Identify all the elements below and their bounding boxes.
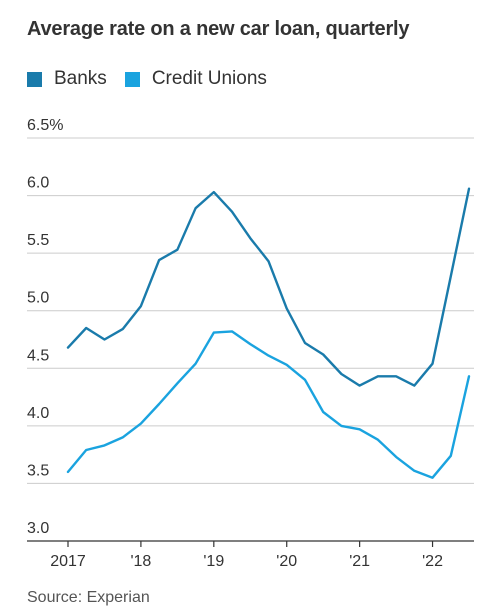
x-axis: 2017 '18 '19 '20 '21 '22 [27,540,474,570]
x-tick-label: '18 [130,553,151,570]
y-tick-label: 4.0 [27,405,49,422]
gridlines [27,137,474,484]
legend-swatch-banks [27,71,42,87]
x-tick-label: '19 [203,553,224,570]
y-tick-label: 4.5 [27,347,49,364]
y-tick-label: 5.0 [27,290,49,307]
y-axis-tick-labels: 6.5% 6.0 5.5 5.0 4.5 4.0 3.5 3.0 [27,117,63,537]
y-tick-label: 5.5 [27,232,49,249]
source-note: Source: Experian [27,589,150,606]
x-tick-label: '20 [276,553,297,570]
series-lines [66,187,471,479]
legend-item-credit-unions: Credit Unions [124,68,267,90]
series-line-banks [66,187,471,387]
series-line-credit-unions [66,330,471,479]
legend-swatch-credit-unions [124,71,140,87]
y-tick-label: 6.5% [27,117,63,134]
legend-label-banks: Banks [54,68,107,89]
y-tick-label: 6.0 [27,175,49,192]
legend-item-banks: Banks [27,68,107,90]
chart-legend: Banks Credit Unions [27,68,285,90]
x-tick-label: '22 [422,553,443,570]
y-tick-label: 3.0 [27,520,49,537]
y-tick-label: 3.5 [27,462,49,479]
chart-title: Average rate on a new car loan, quarterl… [27,18,410,40]
legend-label-credit-unions: Credit Unions [151,68,267,89]
x-tick-label: '21 [349,553,370,570]
x-tick-label: 2017 [50,553,86,570]
